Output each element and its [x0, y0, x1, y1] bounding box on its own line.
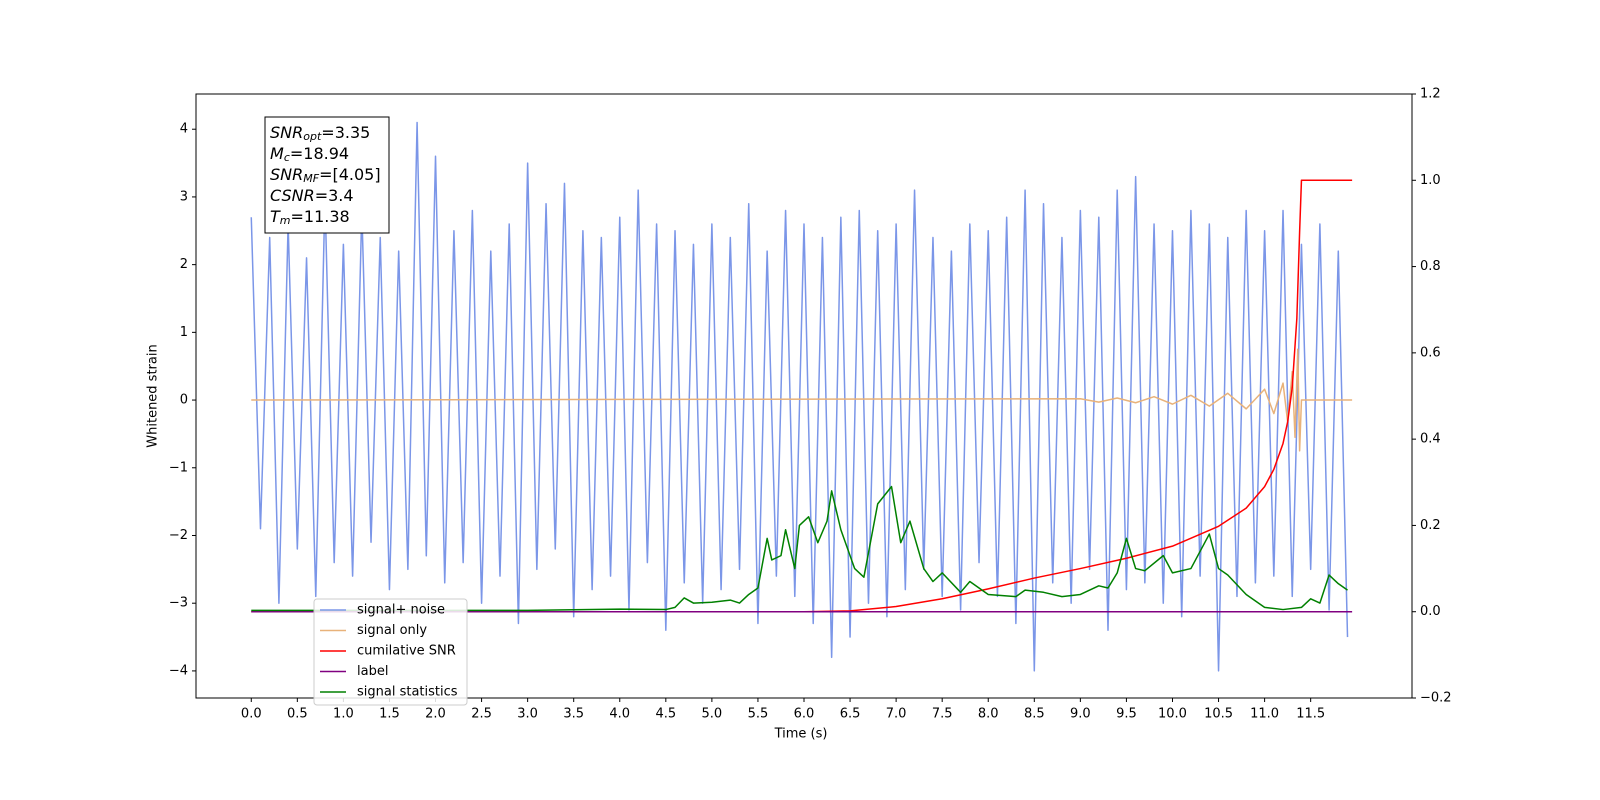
series-line [251, 348, 1353, 452]
annotation-subscript: c [284, 151, 290, 164]
legend-label: label [357, 664, 388, 679]
annotation-box [264, 116, 390, 234]
annotation-symbol: CSNR [270, 186, 315, 205]
annotation-text: =[4.05] [319, 165, 381, 184]
annotation-symbol: SNR [270, 123, 303, 142]
annotation-text: =3.35 [321, 123, 370, 142]
annotation-text: =11.38 [291, 207, 350, 226]
annotation-line: Tm=11.38 [270, 207, 350, 228]
x-tick-label: 10.5 [1204, 707, 1233, 722]
x-tick-label: 3.5 [563, 707, 584, 722]
annotation-line: CSNR=3.4 [270, 186, 354, 205]
annotation-text: =18.94 [290, 144, 349, 163]
annotation-line: SNRMF=[4.05] [270, 165, 381, 186]
y2-tick-label: 0.4 [1420, 432, 1441, 447]
x-axis-label: Time (s) [774, 727, 828, 742]
y2-tick-label: 0.0 [1420, 604, 1441, 619]
y-axis-label: Whitened strain [146, 344, 161, 447]
y-tick-label: 2 [180, 257, 188, 272]
x-tick-label: 9.0 [1070, 707, 1091, 722]
y2-tick-label: 0.8 [1420, 259, 1441, 274]
series-line [251, 485, 1348, 612]
y2-tick-label: −0.2 [1420, 691, 1452, 706]
x-tick-label: 8.0 [978, 707, 999, 722]
y-tick-label: 0 [180, 393, 188, 408]
x-tick-label: 3.0 [517, 707, 538, 722]
x-tick-label: 4.0 [609, 707, 630, 722]
y-tick-label: −3 [169, 596, 188, 611]
x-tick-label: 11.5 [1296, 707, 1325, 722]
annotation-symbol: M [270, 144, 284, 163]
x-tick-label: 1.5 [379, 707, 400, 722]
x-tick-label: 11.0 [1250, 707, 1279, 722]
annotation-subscript: opt [303, 130, 322, 143]
x-tick-label: 2.0 [425, 707, 446, 722]
annotation-symbol: SNR [270, 165, 303, 184]
x-tick-label: 0.5 [287, 707, 308, 722]
annotation-text: =3.4 [315, 186, 354, 205]
x-tick-label: 9.5 [1116, 707, 1137, 722]
x-tick-label: 2.5 [471, 707, 492, 722]
y2-tick-label: 0.6 [1420, 345, 1441, 360]
series-line [250, 121, 1349, 672]
y-tick-label: 3 [180, 189, 188, 204]
x-tick-label: 6.5 [840, 707, 861, 722]
x-tick-label: 8.5 [1024, 707, 1045, 722]
x-tick-label: 7.5 [932, 707, 953, 722]
y-tick-label: 4 [180, 122, 188, 137]
annotation-symbol: T [270, 207, 281, 226]
y2-tick-label: 1.2 [1420, 87, 1441, 102]
y-tick-label: −4 [169, 663, 188, 678]
y-tick-label: 1 [180, 325, 188, 340]
annotation-subscript: MF [303, 172, 319, 185]
y-tick-label: −2 [169, 528, 188, 543]
x-tick-label: 4.5 [655, 707, 676, 722]
plot-lines [250, 121, 1353, 672]
legend-box [313, 598, 468, 706]
x-tick-label: 1.0 [333, 707, 354, 722]
x-tick-label: 5.0 [702, 707, 723, 722]
legend-label: cumilative SNR [357, 644, 456, 659]
annotation-line: SNRopt=3.35 [270, 123, 370, 144]
legend-label: signal only [357, 623, 427, 638]
annotation: SNRopt=3.35Mc=18.94SNRMF=[4.05]CSNR=3.4T… [270, 123, 381, 228]
series-line [251, 179, 1353, 613]
legend: signal+ noise signal only cumilative SNR la… [320, 603, 458, 700]
x-tick-label: 0.0 [241, 707, 262, 722]
annotation-subscript: m [280, 214, 291, 227]
ticks: 0.0 0.5 1.0 1.5 2.0 2.5 3.0 3.5 4.0 4.5 5.0 5.5 6.0 6… [169, 87, 1452, 722]
y2-tick-label: 1.0 [1420, 173, 1441, 188]
x-tick-label: 5.5 [748, 707, 769, 722]
legend-label: signal+ noise [357, 603, 445, 618]
annotation-line: Mc=18.94 [270, 144, 349, 165]
y-tick-label: −1 [169, 460, 188, 475]
x-tick-label: 10.0 [1158, 707, 1187, 722]
y2-tick-label: 0.2 [1420, 518, 1441, 533]
x-tick-label: 7.0 [886, 707, 907, 722]
x-tick-label: 6.0 [794, 707, 815, 722]
legend-label: signal statistics [357, 685, 458, 700]
